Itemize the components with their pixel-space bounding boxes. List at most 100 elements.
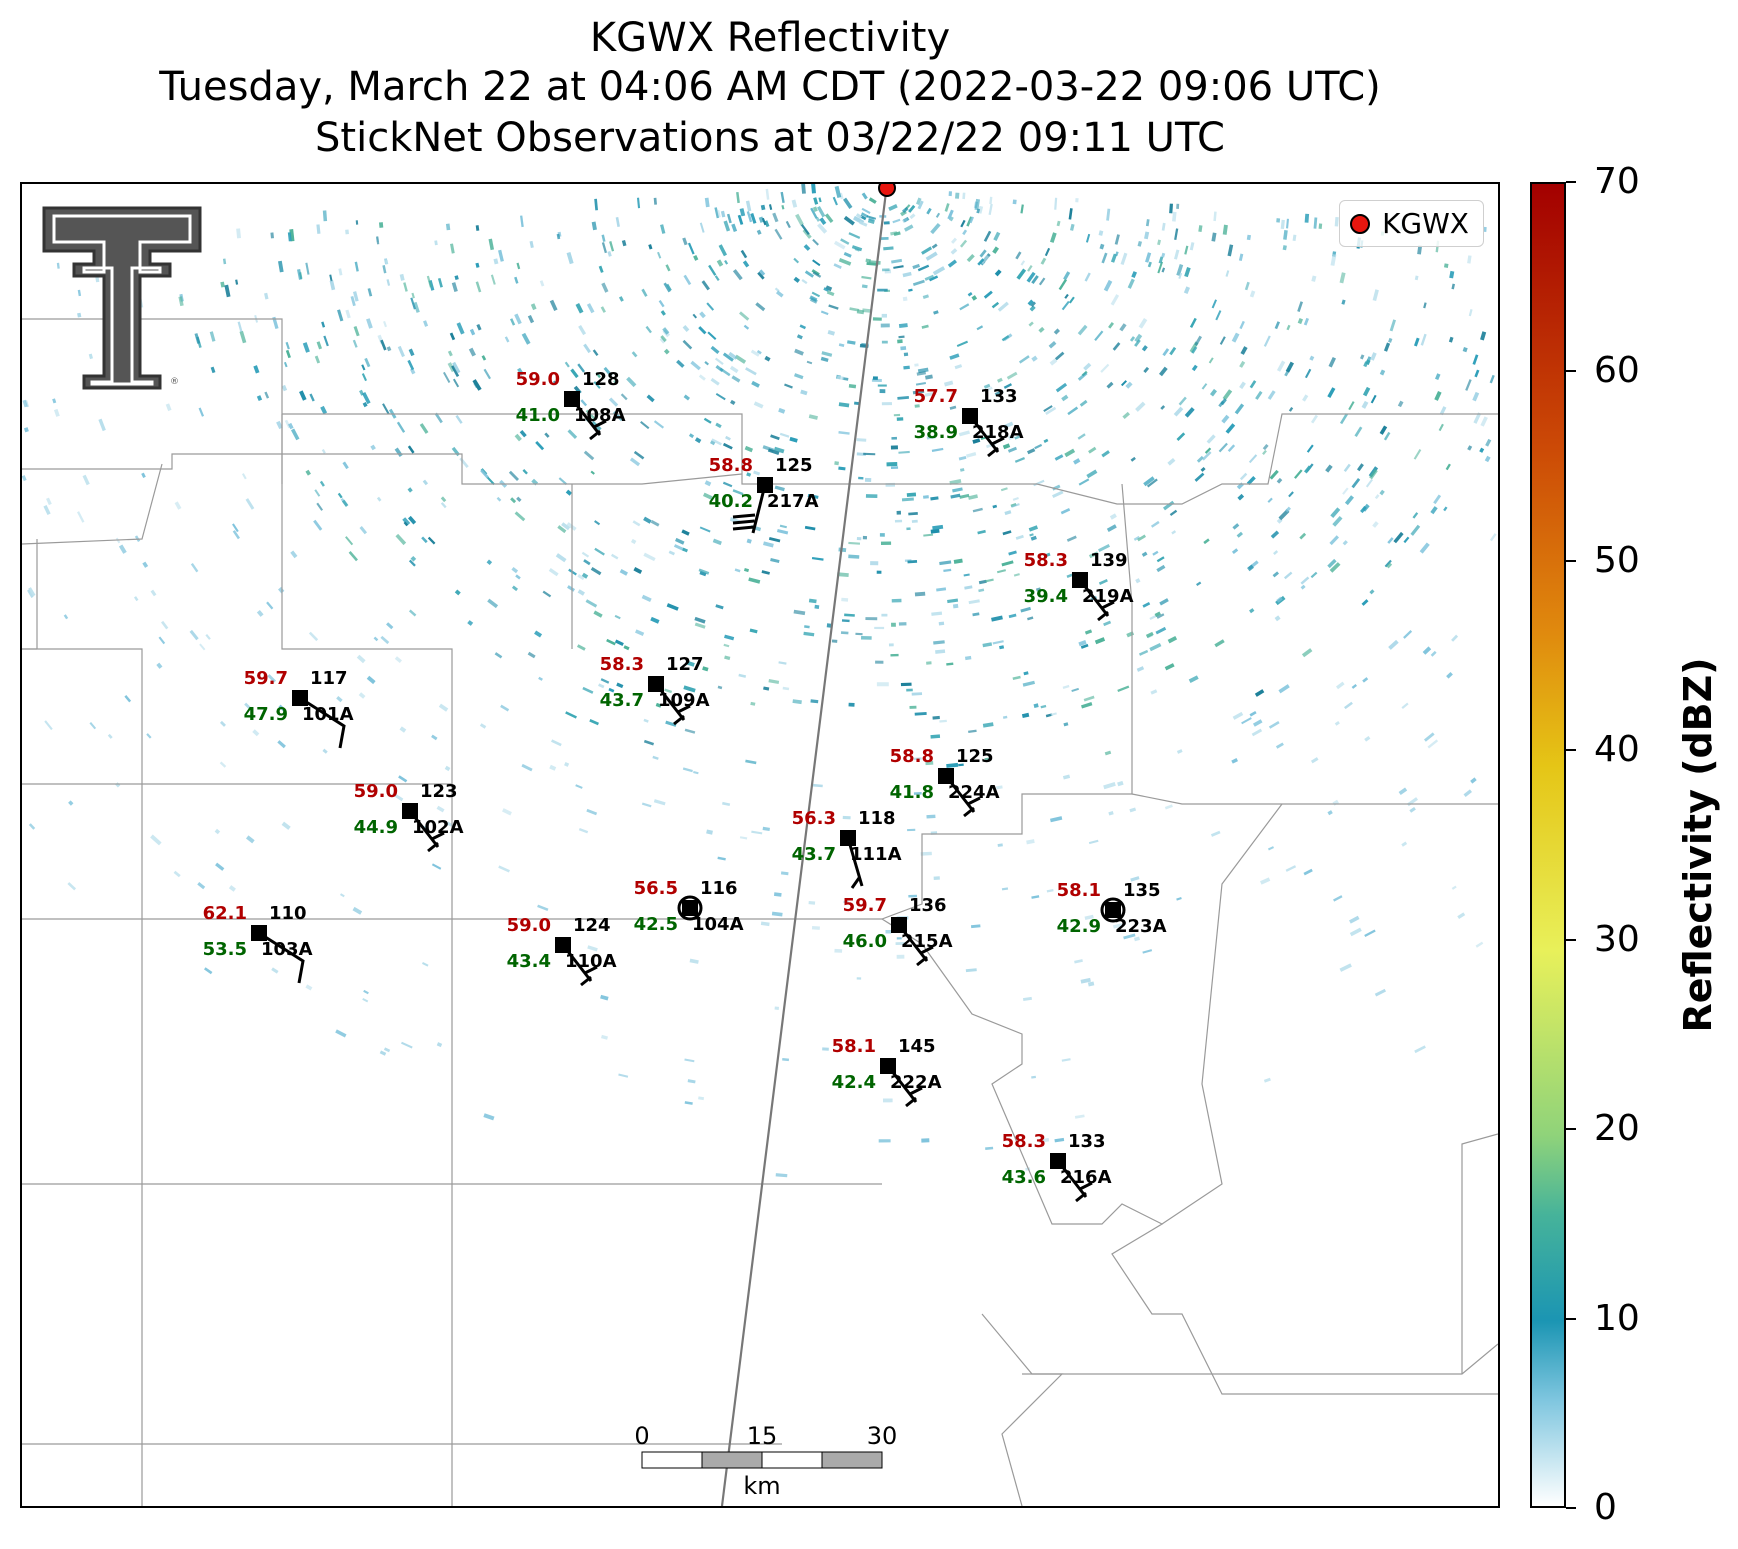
pressure-label: 145 xyxy=(898,1036,936,1057)
colorbar-tick-mark xyxy=(1566,370,1576,373)
texas-tech-logo: ® xyxy=(42,206,202,390)
pressure-label: 133 xyxy=(980,386,1018,407)
station-id-label: 215A xyxy=(901,931,953,952)
station-id-label: 101A xyxy=(302,704,354,725)
colorbar-title: Reflectivity (dBZ) xyxy=(1676,657,1720,1033)
wind-barb-flag xyxy=(584,965,598,975)
station-id-label: 224A xyxy=(948,782,1000,803)
svg-text:®: ® xyxy=(170,377,179,387)
station-218a[interactable]: 57.7 133 38.9 218A xyxy=(914,386,1024,458)
station-marker-icon xyxy=(292,690,308,706)
county-boundaries xyxy=(22,318,1498,1506)
station-id-label: 219A xyxy=(1082,586,1134,607)
radar-site-icon xyxy=(1350,213,1371,234)
station-marker-icon xyxy=(938,768,954,784)
wind-barb-flag xyxy=(1079,1181,1093,1191)
map-canvas[interactable]: 59.0 128 41.0 108A 57.7 133 38.9 218A 58.8 125 40.… xyxy=(22,184,1498,1506)
station-104a[interactable]: 56.5 116 42.5 104A xyxy=(634,878,744,935)
dewpoint-label: 44.9 xyxy=(354,817,398,838)
station-223a[interactable]: 58.1 135 42.9 223A xyxy=(1057,880,1167,937)
colorbar-tick-label: 20 xyxy=(1594,1108,1640,1150)
dewpoint-label: 43.6 xyxy=(1002,1167,1046,1188)
station-216a[interactable]: 58.3 133 43.6 216A xyxy=(1002,1131,1112,1203)
radar-reflectivity-layer xyxy=(22,184,1497,1178)
station-marker-icon xyxy=(564,391,580,407)
scale-bar: 0 15 30 km xyxy=(634,1422,897,1500)
station-219a[interactable]: 58.3 139 39.4 219A xyxy=(1024,550,1134,622)
colorbar-tick-mark xyxy=(1566,938,1576,941)
kgwx-radar-site-marker[interactable] xyxy=(878,184,896,197)
station-id-label: 222A xyxy=(890,1072,942,1093)
station-id-label: 218A xyxy=(972,422,1024,443)
colorbar-tick-label: 0 xyxy=(1594,1487,1617,1528)
station-id-label: 104A xyxy=(692,914,744,935)
colorbar-tick-mark xyxy=(1566,1128,1576,1131)
wind-barb-flag xyxy=(677,704,691,714)
pressure-label: 133 xyxy=(1068,1131,1106,1152)
station-marker-icon xyxy=(757,477,773,493)
calm-wind-circle xyxy=(1100,897,1126,923)
dewpoint-label: 43.4 xyxy=(507,951,551,972)
wind-barb-icon xyxy=(299,696,346,749)
temperature-label: 58.3 xyxy=(1002,1131,1046,1152)
dewpoint-label: 39.4 xyxy=(1024,586,1068,607)
legend-label: KGWX xyxy=(1382,207,1469,240)
dewpoint-label: 53.5 xyxy=(203,939,247,960)
colorbar-tick-label: 50 xyxy=(1594,539,1640,581)
temperature-label: 58.1 xyxy=(1057,880,1101,901)
colorbar-tick-mark xyxy=(1566,181,1576,183)
station-217a[interactable]: 58.8 125 40.2 217A xyxy=(709,455,819,534)
state-boundary-line xyxy=(720,184,889,1506)
wind-barb-flag xyxy=(991,436,1005,446)
station-102a[interactable]: 59.0 123 44.9 102A xyxy=(354,781,464,853)
wind-barb-icon xyxy=(258,931,305,984)
station-224a[interactable]: 58.8 125 41.8 224A xyxy=(890,746,1000,818)
wind-barb-flag xyxy=(673,714,685,726)
wind-barb-flag xyxy=(593,419,607,429)
scale-label-15: 15 xyxy=(747,1422,778,1450)
colorbar-tick-label: 30 xyxy=(1594,918,1640,960)
pressure-label: 125 xyxy=(956,746,994,767)
temperature-label: 62.1 xyxy=(203,903,247,924)
station-marker-icon xyxy=(648,676,664,692)
pressure-label: 128 xyxy=(582,369,620,390)
temperature-label: 59.0 xyxy=(516,369,560,390)
colorbar-tick-label: 10 xyxy=(1594,1297,1640,1339)
station-111a[interactable]: 56.3 118 43.7 111A xyxy=(792,808,902,889)
station-id-label: 103A xyxy=(261,939,313,960)
dewpoint-label: 42.9 xyxy=(1057,916,1101,937)
pressure-label: 136 xyxy=(909,895,947,916)
temperature-label: 59.0 xyxy=(354,781,398,802)
temperature-label: 58.1 xyxy=(832,1036,876,1057)
station-108a[interactable]: 59.0 128 41.0 108A xyxy=(516,369,626,441)
wind-barb-flag xyxy=(963,806,975,818)
station-109a[interactable]: 58.3 127 43.7 109A xyxy=(600,654,710,726)
station-215a[interactable]: 59.7 136 46.0 215A xyxy=(843,895,953,967)
station-marker-icon xyxy=(251,925,267,941)
wind-barb-flag xyxy=(580,975,592,987)
station-id-label: 223A xyxy=(1115,916,1167,937)
dewpoint-label: 46.0 xyxy=(843,931,887,952)
colorbar-tick-mark xyxy=(1566,559,1576,562)
station-101a[interactable]: 59.7 117 47.9 101A xyxy=(244,668,354,749)
station-id-label: 111A xyxy=(850,844,902,865)
reflectivity-colorbar xyxy=(1530,182,1566,1508)
station-marker-icon xyxy=(555,937,571,953)
station-marker-icon xyxy=(1072,572,1088,588)
wind-barb-flag xyxy=(427,841,439,853)
station-103a[interactable]: 62.1 110 53.5 103A xyxy=(203,903,313,984)
station-id-label: 110A xyxy=(565,951,617,972)
station-110a[interactable]: 59.0 124 43.4 110A xyxy=(507,915,617,987)
station-marker-icon xyxy=(880,1058,896,1074)
wind-barb-flag xyxy=(905,1096,917,1108)
map-panel[interactable]: 59.0 128 41.0 108A 57.7 133 38.9 218A 58.8 125 40.… xyxy=(20,182,1500,1508)
wind-barb-flag xyxy=(431,831,445,841)
wind-barb-flag xyxy=(987,446,999,458)
pressure-label: 117 xyxy=(310,668,348,689)
station-marker-icon xyxy=(840,830,856,846)
station-222a[interactable]: 58.1 145 42.4 222A xyxy=(832,1036,942,1108)
temperature-label: 58.3 xyxy=(600,654,644,675)
pressure-label: 127 xyxy=(666,654,704,675)
temperature-label: 56.5 xyxy=(634,878,678,899)
pressure-label: 124 xyxy=(573,915,611,936)
